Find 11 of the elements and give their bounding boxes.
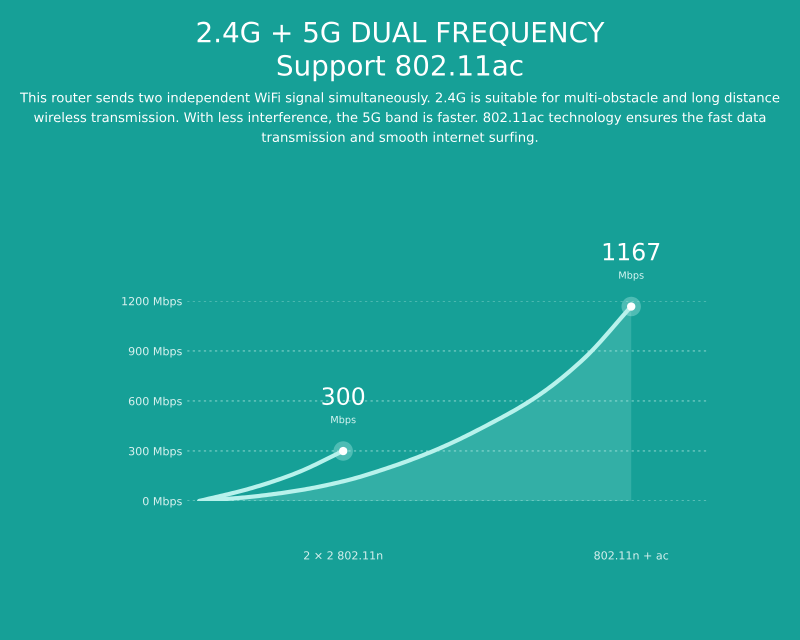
x-tick-label: 802.11n + ac	[594, 551, 668, 560]
y-tick-label: 600 Mbps	[128, 396, 182, 408]
data-label: 1167 Mbps	[604, 242, 660, 281]
chart-subtitle: This router sends two independent WiFi signal simultaneously. 2.4G is suitable for multi-obstacle and long distance wireless transmission. With less interference, the 5G band is faster. 802.11ac technology ensures the fast data transmission and smooth internet surfing.	[20, 92, 780, 145]
x-tick-label: 2 × 2 802.11n	[304, 551, 382, 560]
y-tick-label: 0 Mbps	[142, 496, 182, 508]
y-tick-label: 1200 Mbps	[122, 296, 182, 308]
chart-title: 2.4G + 5G DUAL FREQUENCY Support 802.11ac	[198, 22, 605, 82]
y-tick-label: 300 Mbps	[128, 446, 182, 458]
data-label: 300 Mbps	[322, 387, 364, 426]
y-tick-label: 900 Mbps	[128, 346, 182, 358]
